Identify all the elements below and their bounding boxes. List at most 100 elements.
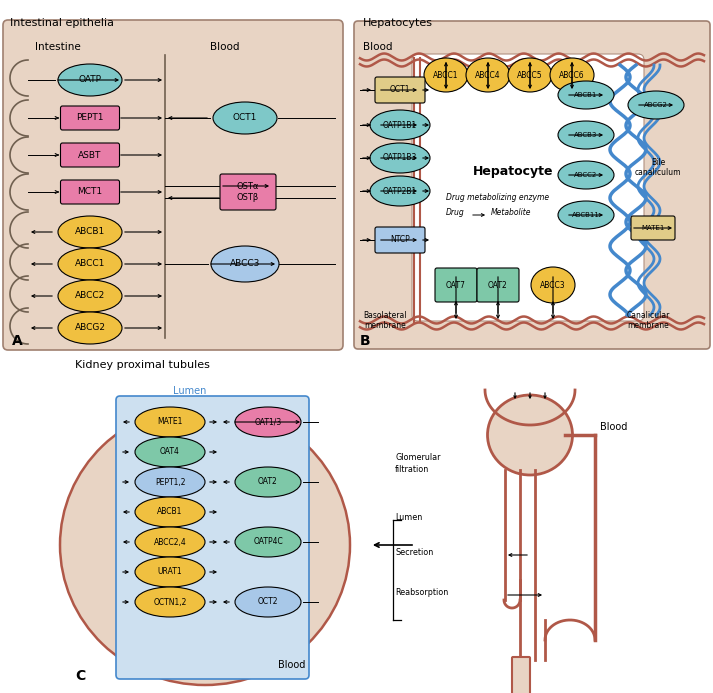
Ellipse shape [235,527,301,557]
Text: URAT1: URAT1 [158,568,183,577]
Ellipse shape [58,216,122,248]
Ellipse shape [135,557,205,587]
Ellipse shape [558,81,614,109]
Text: Canalicular
membrane: Canalicular membrane [626,310,670,330]
FancyBboxPatch shape [631,216,675,240]
Text: C: C [75,669,86,683]
Ellipse shape [370,176,430,206]
Ellipse shape [558,201,614,229]
Ellipse shape [135,527,205,557]
Text: A: A [12,334,23,348]
Text: Lumen: Lumen [395,513,422,522]
Text: B: B [360,334,371,348]
Text: Secretion: Secretion [395,548,434,557]
Text: Kidney proximal tubules: Kidney proximal tubules [75,360,210,370]
Ellipse shape [508,58,552,92]
Text: Blood: Blood [278,660,305,670]
Ellipse shape [58,280,122,312]
FancyBboxPatch shape [477,268,519,302]
Text: ABCB1: ABCB1 [75,227,105,236]
Text: NTCP: NTCP [390,236,410,245]
Text: ABCC2,4: ABCC2,4 [153,538,186,547]
Text: OCTN1,2: OCTN1,2 [153,597,187,606]
Text: ABCC3: ABCC3 [230,259,260,268]
Text: MATE1: MATE1 [641,225,665,231]
FancyBboxPatch shape [61,180,120,204]
FancyBboxPatch shape [3,20,343,350]
Text: Hepatocyte: Hepatocyte [473,165,553,178]
Text: Glomerular: Glomerular [395,453,441,462]
Text: ABCB11: ABCB11 [572,212,600,218]
Text: ABCC3: ABCC3 [540,281,566,290]
Text: Hepatocytes: Hepatocytes [363,18,433,28]
Text: ASBT: ASBT [78,150,102,159]
Text: ABCC1: ABCC1 [75,259,106,268]
Text: OCT1: OCT1 [233,114,257,123]
Text: Intestinal epithelia: Intestinal epithelia [10,18,114,28]
Ellipse shape [135,437,205,467]
Text: OSTα
OSTβ: OSTα OSTβ [237,182,260,202]
FancyBboxPatch shape [220,174,276,210]
Ellipse shape [135,467,205,497]
Ellipse shape [424,58,468,92]
Text: ABCC2: ABCC2 [575,172,597,178]
Text: OCT1: OCT1 [390,85,410,94]
Ellipse shape [213,102,277,134]
Text: Reabsorption: Reabsorption [395,588,448,597]
Ellipse shape [558,161,614,189]
Text: OATP: OATP [78,76,101,85]
FancyBboxPatch shape [61,143,120,167]
Text: Drug: Drug [446,208,465,217]
Text: filtration: filtration [395,465,429,474]
Text: OATP2B1: OATP2B1 [383,186,417,195]
Text: PEPT1,2: PEPT1,2 [155,477,185,486]
Ellipse shape [58,248,122,280]
Text: OAT2: OAT2 [258,477,278,486]
Text: ABCB1: ABCB1 [158,507,183,516]
FancyBboxPatch shape [375,77,425,103]
Text: ABCB1: ABCB1 [574,92,597,98]
Text: OATP1B3: OATP1B3 [383,154,417,162]
Ellipse shape [370,110,430,140]
Text: OAT4: OAT4 [160,448,180,457]
Ellipse shape [235,407,301,437]
Text: OAT1/3: OAT1/3 [255,417,282,426]
FancyBboxPatch shape [435,268,477,302]
FancyBboxPatch shape [375,227,425,253]
Ellipse shape [60,405,350,685]
Ellipse shape [235,467,301,497]
Text: MATE1: MATE1 [158,417,183,426]
Ellipse shape [466,58,510,92]
Text: ABCC2: ABCC2 [75,292,105,301]
Text: OAT2: OAT2 [488,281,508,290]
Ellipse shape [135,587,205,617]
Text: Drug metabolizing enzyme: Drug metabolizing enzyme [446,193,549,202]
Text: ABCG2: ABCG2 [74,324,106,333]
Text: ABCG2: ABCG2 [644,102,668,108]
FancyBboxPatch shape [412,54,644,321]
FancyBboxPatch shape [512,657,530,693]
Text: OAT7: OAT7 [446,281,466,290]
FancyBboxPatch shape [116,396,309,679]
Text: Bile
canaliculum: Bile canaliculum [635,157,681,177]
Text: ABCB3: ABCB3 [574,132,597,138]
Ellipse shape [628,91,684,119]
Ellipse shape [370,143,430,173]
Text: ABCC1: ABCC1 [434,71,458,80]
Text: Metabolite: Metabolite [491,208,531,217]
Text: ABCC6: ABCC6 [559,71,585,80]
Text: ABCC5: ABCC5 [517,71,543,80]
Text: OCT2: OCT2 [258,597,278,606]
Ellipse shape [211,246,279,282]
Ellipse shape [558,121,614,149]
Text: PEPT1: PEPT1 [76,114,104,123]
Text: ABCC4: ABCC4 [475,71,501,80]
Text: Blood: Blood [363,42,392,52]
FancyBboxPatch shape [61,106,120,130]
Text: OATP4C: OATP4C [253,538,283,547]
Ellipse shape [58,64,122,96]
Ellipse shape [488,395,573,475]
Ellipse shape [531,267,575,303]
Text: Blood: Blood [600,422,627,432]
Ellipse shape [135,497,205,527]
